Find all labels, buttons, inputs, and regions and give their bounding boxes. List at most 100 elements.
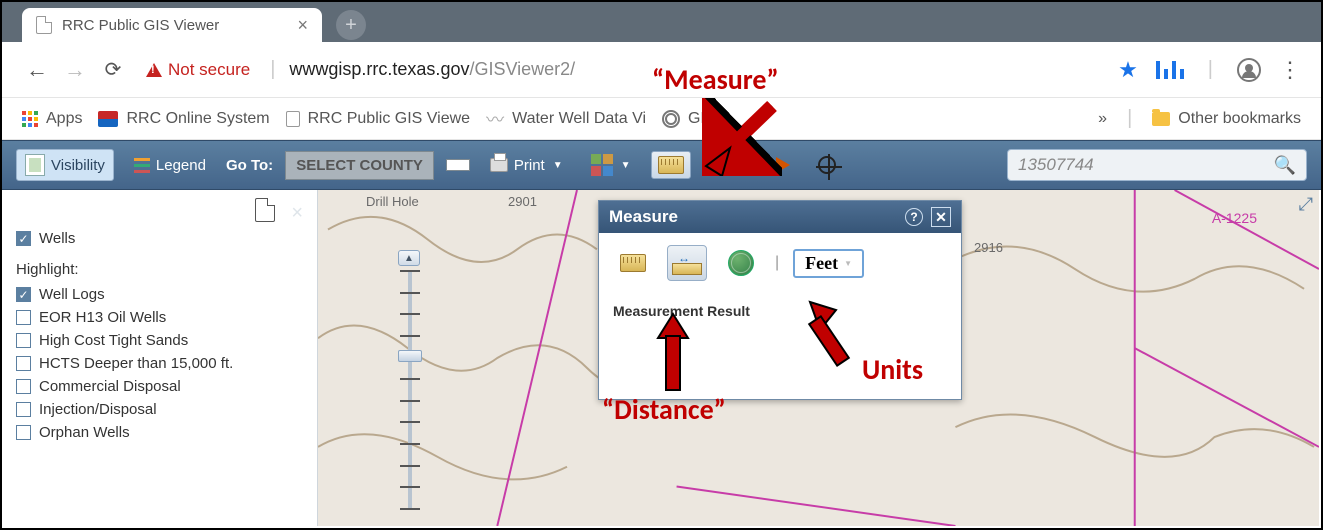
print-icon <box>490 158 508 172</box>
measure-dialog-body: ↔ | Feet▼ Measurement Result <box>599 233 961 399</box>
measure-tools-row: ↔ | Feet▼ <box>613 245 947 281</box>
measure-dialog-titlebar[interactable]: Measure ? ✕ <box>599 201 961 233</box>
url-display[interactable]: wwwgisp.rrc.texas.gov/GISViewer2/ <box>289 59 575 80</box>
layer-row[interactable]: High Cost Tight Sands <box>16 332 303 349</box>
zoom-in-button[interactable]: ▲ <box>398 250 420 266</box>
basemap-button[interactable]: ▼ <box>583 150 639 180</box>
security-indicator[interactable]: Not secure <box>146 60 250 80</box>
map-label-2901: 2901 <box>508 194 537 209</box>
zoom-track[interactable] <box>408 270 412 510</box>
checkbox-icon[interactable] <box>16 310 31 325</box>
layer-row[interactable]: EOR H13 Oil Wells <box>16 309 303 326</box>
page-icon <box>36 16 52 34</box>
layer-label: HCTS Deeper than 15,000 ft. <box>39 355 233 372</box>
measure-help-icon[interactable]: ? <box>905 208 923 226</box>
warning-triangle-icon <box>146 63 162 77</box>
nav-forward-button[interactable]: → <box>60 57 90 83</box>
url-host: wwwgisp.rrc.texas.gov <box>289 59 469 79</box>
browser-menu-icon[interactable]: ⋮ <box>1279 57 1301 83</box>
export-pdf-icon[interactable] <box>255 198 275 222</box>
checkbox-icon[interactable] <box>16 333 31 348</box>
rrc-favicon-icon <box>98 111 118 127</box>
legend-button[interactable]: Legend <box>126 153 214 178</box>
nav-reload-button[interactable]: ⟳ <box>98 57 128 82</box>
address-bar-actions: ★ | ⋮ <box>1118 57 1301 83</box>
wave-favicon-icon: 〰 <box>486 106 504 132</box>
map-expand-icon[interactable]: ⤢ <box>1299 194 1313 215</box>
checkbox-icon[interactable] <box>16 231 31 246</box>
nav-back-button[interactable]: ← <box>22 57 52 83</box>
print-button[interactable]: Print▼ <box>482 153 571 178</box>
measure-tool-button[interactable] <box>651 151 691 179</box>
checkbox-icon[interactable] <box>16 356 31 371</box>
separator: | <box>1127 107 1132 130</box>
visibility-icon <box>25 154 45 176</box>
apps-shortcut[interactable]: Apps <box>22 110 82 128</box>
zoom-slider[interactable]: ▲ <box>398 250 422 514</box>
measure-units-select[interactable]: Feet▼ <box>793 249 864 278</box>
zoom-thumb[interactable] <box>398 350 422 362</box>
layer-label: Injection/Disposal <box>39 401 157 418</box>
extension-icon[interactable] <box>1156 61 1184 79</box>
highlight-heading: Highlight: <box>16 261 303 278</box>
layer-row[interactable]: Injection/Disposal <box>16 401 303 418</box>
tab-title: RRC Public GIS Viewer <box>62 17 219 34</box>
checkbox-icon[interactable] <box>16 287 31 302</box>
sidebar-close-icon[interactable]: × <box>291 202 303 225</box>
identify-button[interactable]: i▼ <box>703 151 757 179</box>
layer-row[interactable]: Commercial Disposal <box>16 378 303 395</box>
bookmark-item-glo[interactable]: GLO <box>662 110 722 128</box>
new-tab-button[interactable]: + <box>336 10 366 40</box>
profile-avatar-icon[interactable] <box>1237 58 1261 82</box>
measure-distance-button[interactable]: ↔ <box>667 245 707 281</box>
security-label: Not secure <box>168 60 250 80</box>
other-bookmarks[interactable]: Other bookmarks <box>1152 110 1301 128</box>
measure-dialog: Measure ? ✕ ↔ | Feet▼ Measurement Result <box>598 200 962 400</box>
zoom-ticks <box>400 270 420 510</box>
bookmark-star-icon[interactable]: ★ <box>1118 57 1138 83</box>
map-canvas[interactable]: Drill Hole 2901 2916 A-1225 ⤢ ▲ Measure … <box>318 190 1319 526</box>
basemap-grid-icon <box>591 154 613 176</box>
measure-close-icon[interactable]: ✕ <box>931 207 951 227</box>
search-icon[interactable]: 🔍 <box>1274 155 1296 176</box>
layer-row[interactable]: Well Logs <box>16 286 303 303</box>
dropdown-caret-icon: ▼ <box>621 160 631 171</box>
layer-row[interactable]: HCTS Deeper than 15,000 ft. <box>16 355 303 372</box>
layer-label: EOR H13 Oil Wells <box>39 309 166 326</box>
browser-tabstrip: RRC Public GIS Viewer × + <box>2 2 1321 42</box>
checkbox-icon[interactable] <box>16 402 31 417</box>
bookmark-label: RRC Public GIS Viewe <box>308 110 470 128</box>
gis-toolbar: Visibility Legend Go To: SELECT COUNTY P… <box>2 140 1321 190</box>
measure-location-button[interactable] <box>721 245 761 281</box>
bookmark-item-waterwell[interactable]: 〰 Water Well Data Vi <box>486 106 646 132</box>
flag-button[interactable] <box>768 153 798 177</box>
browser-tab-active[interactable]: RRC Public GIS Viewer × <box>22 8 322 42</box>
search-box[interactable]: 13507744🔍 <box>1007 149 1307 181</box>
layer-row[interactable]: Orphan Wells <box>16 424 303 441</box>
locate-button[interactable] <box>810 152 844 178</box>
crosshair-icon <box>818 156 836 174</box>
bookmarks-overflow[interactable]: » <box>1098 110 1107 128</box>
bookmark-item-gis[interactable]: RRC Public GIS Viewe <box>286 110 470 128</box>
dropdown-caret-icon: ▼ <box>739 160 749 171</box>
layer-row-wells[interactable]: Wells <box>16 230 303 247</box>
bookmark-label: Water Well Data Vi <box>512 110 646 128</box>
info-icon: i <box>711 155 731 175</box>
checkbox-icon[interactable] <box>16 425 31 440</box>
highlight-layer-list: Well Logs EOR H13 Oil Wells High Cost Tigh… <box>16 286 303 441</box>
bookmark-item-rrc-online[interactable]: RRC Online System <box>98 110 269 128</box>
county-select[interactable]: SELECT COUNTY <box>285 151 434 180</box>
visibility-button[interactable]: Visibility <box>16 149 114 181</box>
url-path: /GISViewer2/ <box>469 59 575 79</box>
tab-close-icon[interactable]: × <box>297 15 308 36</box>
folder-icon <box>1152 112 1170 126</box>
layer-label: Orphan Wells <box>39 424 130 441</box>
dropdown-caret-icon: ▼ <box>844 259 852 268</box>
county-select-trigger[interactable] <box>446 159 470 171</box>
legend-label: Legend <box>156 157 206 174</box>
map-label-drillhole: Drill Hole <box>366 194 419 209</box>
measure-area-button[interactable] <box>613 245 653 281</box>
checkbox-icon[interactable] <box>16 379 31 394</box>
browser-address-bar: ← → ⟳ Not secure | wwwgisp.rrc.texas.gov… <box>2 42 1321 98</box>
bookmark-label: RRC Online System <box>126 110 269 128</box>
